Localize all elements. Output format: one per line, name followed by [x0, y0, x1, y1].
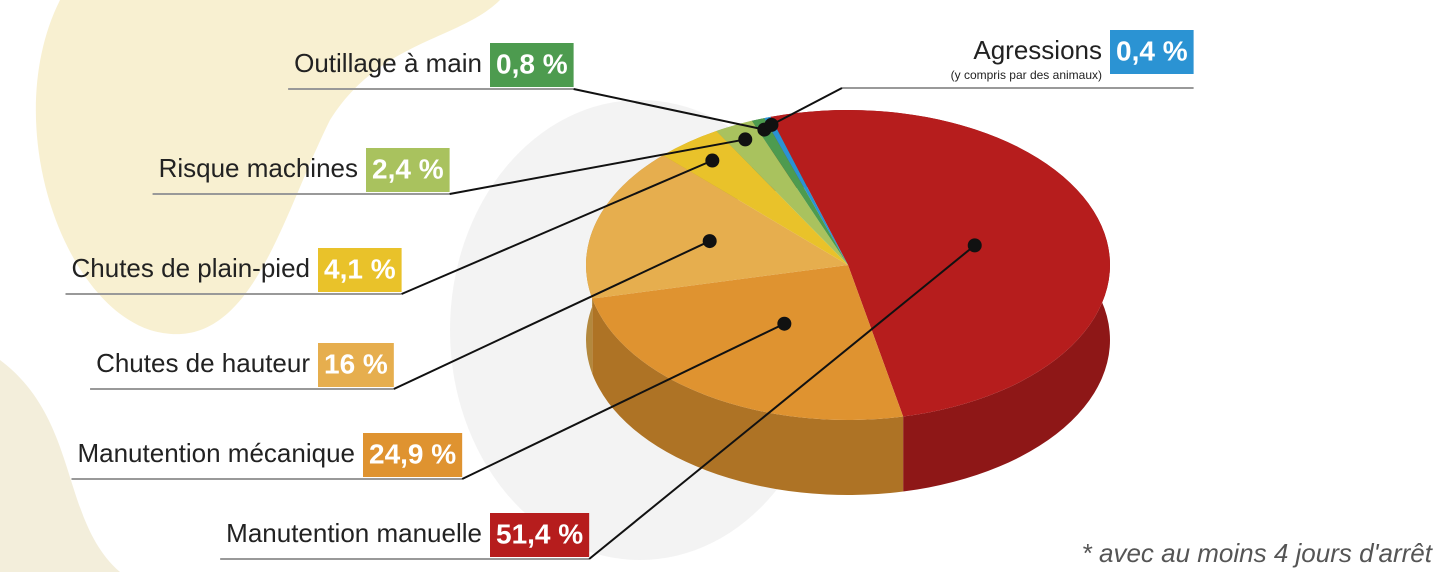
value-badge: 0,4 %: [1110, 30, 1194, 74]
chart: Manutention manuelle 51,4 % Manutention mé…: [0, 0, 1440, 572]
value-label: 16 %: [324, 348, 388, 379]
category-label: Chutes de hauteur: [96, 348, 310, 378]
value-badge: 4,1 %: [318, 248, 402, 292]
leader-dot: [703, 234, 717, 248]
category-label: Manutention manuelle: [226, 518, 482, 548]
value-label: 4,1 %: [324, 253, 396, 284]
value-badge: 24,9 %: [363, 433, 462, 477]
category-label: Agressions: [973, 35, 1102, 65]
value-label: 0,4 %: [1116, 35, 1188, 66]
leader-dot: [738, 132, 752, 146]
value-label: 2,4 %: [372, 153, 444, 184]
category-label: Outillage à main: [294, 48, 482, 78]
footnote: * avec au moins 4 jours d'arrêt: [1082, 538, 1434, 568]
pie: [586, 110, 1110, 495]
leader-dot: [764, 118, 778, 132]
value-badge: 16 %: [318, 343, 394, 387]
category-note: (y compris par des animaux): [951, 68, 1102, 82]
leader-dot: [968, 238, 982, 252]
value-label: 51,4 %: [496, 518, 583, 549]
value-label: 0,8 %: [496, 48, 568, 79]
category-label: Chutes de plain-pied: [72, 253, 311, 283]
category-label: Risque machines: [159, 153, 358, 183]
category-label: Manutention mécanique: [77, 438, 355, 468]
leader-dot: [777, 317, 791, 331]
value-badge: 51,4 %: [490, 513, 589, 557]
value-badge: 0,8 %: [490, 43, 574, 87]
value-badge: 2,4 %: [366, 148, 450, 192]
value-label: 24,9 %: [369, 438, 456, 469]
leader-dot: [705, 154, 719, 168]
